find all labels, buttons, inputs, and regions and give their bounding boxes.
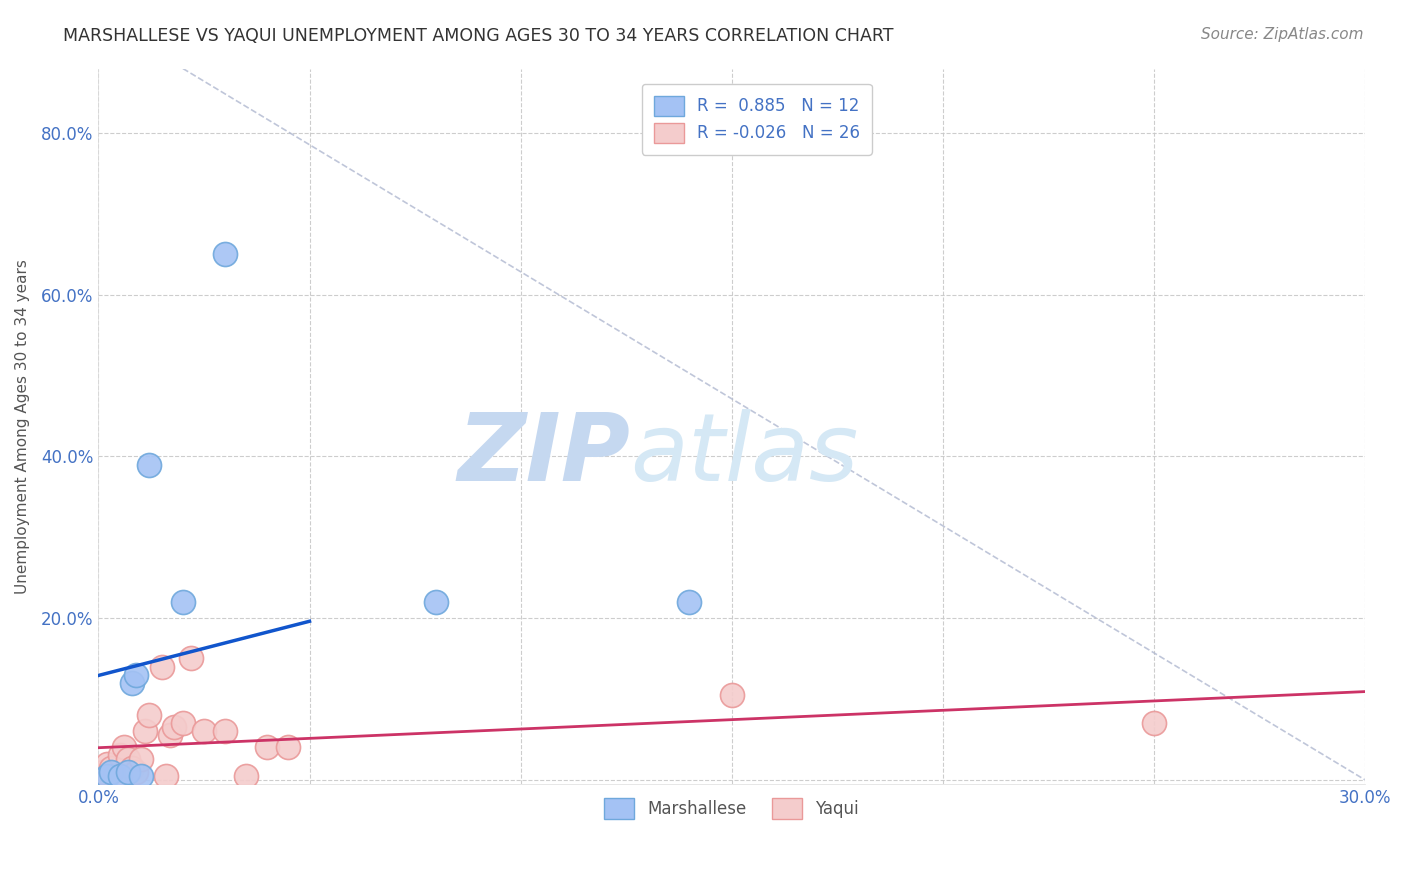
Point: [678, 595, 700, 609]
Text: atlas: atlas: [630, 409, 859, 500]
Point: [1143, 716, 1166, 731]
Point: [138, 458, 160, 472]
Point: [108, 748, 131, 763]
Point: [172, 595, 194, 609]
Point: [214, 247, 236, 261]
Legend: Marshallese, Yaqui: Marshallese, Yaqui: [598, 792, 866, 825]
Text: MARSHALLESE VS YAQUI UNEMPLOYMENT AMONG AGES 30 TO 34 YEARS CORRELATION CHART: MARSHALLESE VS YAQUI UNEMPLOYMENT AMONG …: [63, 27, 894, 45]
Point: [91, 764, 114, 779]
Point: [104, 769, 127, 783]
Point: [117, 752, 139, 766]
Point: [720, 688, 742, 702]
Point: [96, 769, 118, 783]
Point: [87, 769, 110, 783]
Point: [277, 740, 299, 755]
Point: [180, 651, 202, 665]
Point: [129, 752, 152, 766]
Point: [121, 761, 143, 775]
Point: [150, 659, 173, 673]
Point: [163, 720, 186, 734]
Point: [117, 764, 139, 779]
Point: [138, 708, 160, 723]
Point: [214, 724, 236, 739]
Point: [256, 740, 278, 755]
Point: [172, 716, 194, 731]
Point: [108, 769, 131, 783]
Point: [96, 756, 118, 771]
Y-axis label: Unemployment Among Ages 30 to 34 years: Unemployment Among Ages 30 to 34 years: [15, 259, 30, 593]
Point: [100, 761, 122, 775]
Point: [121, 675, 143, 690]
Point: [425, 595, 447, 609]
Point: [134, 724, 156, 739]
Point: [125, 764, 148, 779]
Text: ZIP: ZIP: [457, 409, 630, 500]
Point: [129, 769, 152, 783]
Point: [125, 667, 148, 681]
Point: [100, 764, 122, 779]
Point: [235, 769, 257, 783]
Point: [193, 724, 215, 739]
Text: Source: ZipAtlas.com: Source: ZipAtlas.com: [1201, 27, 1364, 42]
Point: [155, 769, 177, 783]
Point: [112, 740, 135, 755]
Point: [159, 728, 181, 742]
